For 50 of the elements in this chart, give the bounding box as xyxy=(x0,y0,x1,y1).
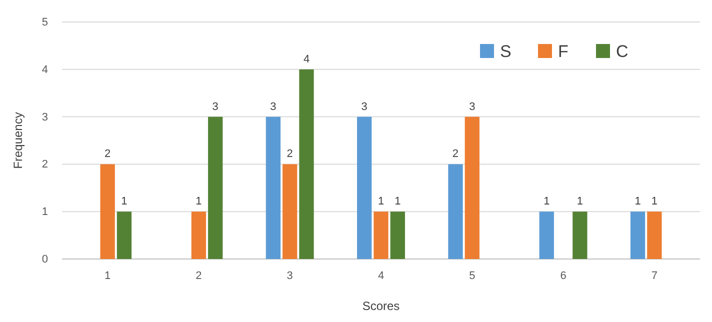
bar xyxy=(374,212,388,259)
x-tick-label: 7 xyxy=(651,270,658,282)
data-label: 1 xyxy=(544,196,550,208)
y-tick-label: 1 xyxy=(42,206,48,218)
bar xyxy=(266,116,281,259)
data-label: 2 xyxy=(286,148,293,160)
y-tick-label: 4 xyxy=(42,64,48,76)
bar xyxy=(100,164,115,259)
x-tick-label: 3 xyxy=(286,270,293,282)
y-axis-title: Frequency xyxy=(11,112,25,169)
bar xyxy=(572,212,588,259)
bar xyxy=(630,212,646,259)
x-tick-label: 5 xyxy=(469,270,476,282)
data-label: 1 xyxy=(394,196,401,208)
bar xyxy=(116,212,132,259)
data-label: 3 xyxy=(212,100,218,113)
legend-label: C xyxy=(616,42,628,61)
y-tick-label: 5 xyxy=(42,16,48,29)
data-label: 1 xyxy=(121,196,128,208)
data-label: 3 xyxy=(361,100,368,113)
legend-label: S xyxy=(500,42,512,61)
data-label: 2 xyxy=(104,148,111,160)
bar xyxy=(464,116,480,259)
bar xyxy=(647,212,662,259)
x-tick-label: 1 xyxy=(104,270,111,282)
bar xyxy=(448,164,463,259)
data-label: 1 xyxy=(378,196,384,208)
x-tick-label: 4 xyxy=(378,270,384,282)
data-label: 3 xyxy=(469,100,476,113)
x-axis-title: Scores xyxy=(362,299,400,313)
y-tick-label: 2 xyxy=(42,158,48,171)
data-label: 4 xyxy=(303,53,310,66)
bar xyxy=(357,116,372,259)
data-label: 1 xyxy=(576,196,583,208)
x-tick-label: 6 xyxy=(560,270,566,282)
bar xyxy=(539,212,554,259)
x-tick-label: 2 xyxy=(196,270,202,282)
data-label: 1 xyxy=(651,196,658,208)
bar xyxy=(208,116,223,259)
bar xyxy=(191,212,206,259)
bar xyxy=(390,212,405,259)
y-tick-label: 3 xyxy=(42,111,48,124)
y-tick-label: 0 xyxy=(42,254,48,266)
data-label: 2 xyxy=(452,148,459,160)
legend-label: F xyxy=(558,42,568,61)
data-label: 3 xyxy=(270,100,276,113)
data-label: 1 xyxy=(196,196,202,208)
data-label: 1 xyxy=(634,196,641,208)
bar xyxy=(299,69,314,259)
bar xyxy=(282,164,298,259)
